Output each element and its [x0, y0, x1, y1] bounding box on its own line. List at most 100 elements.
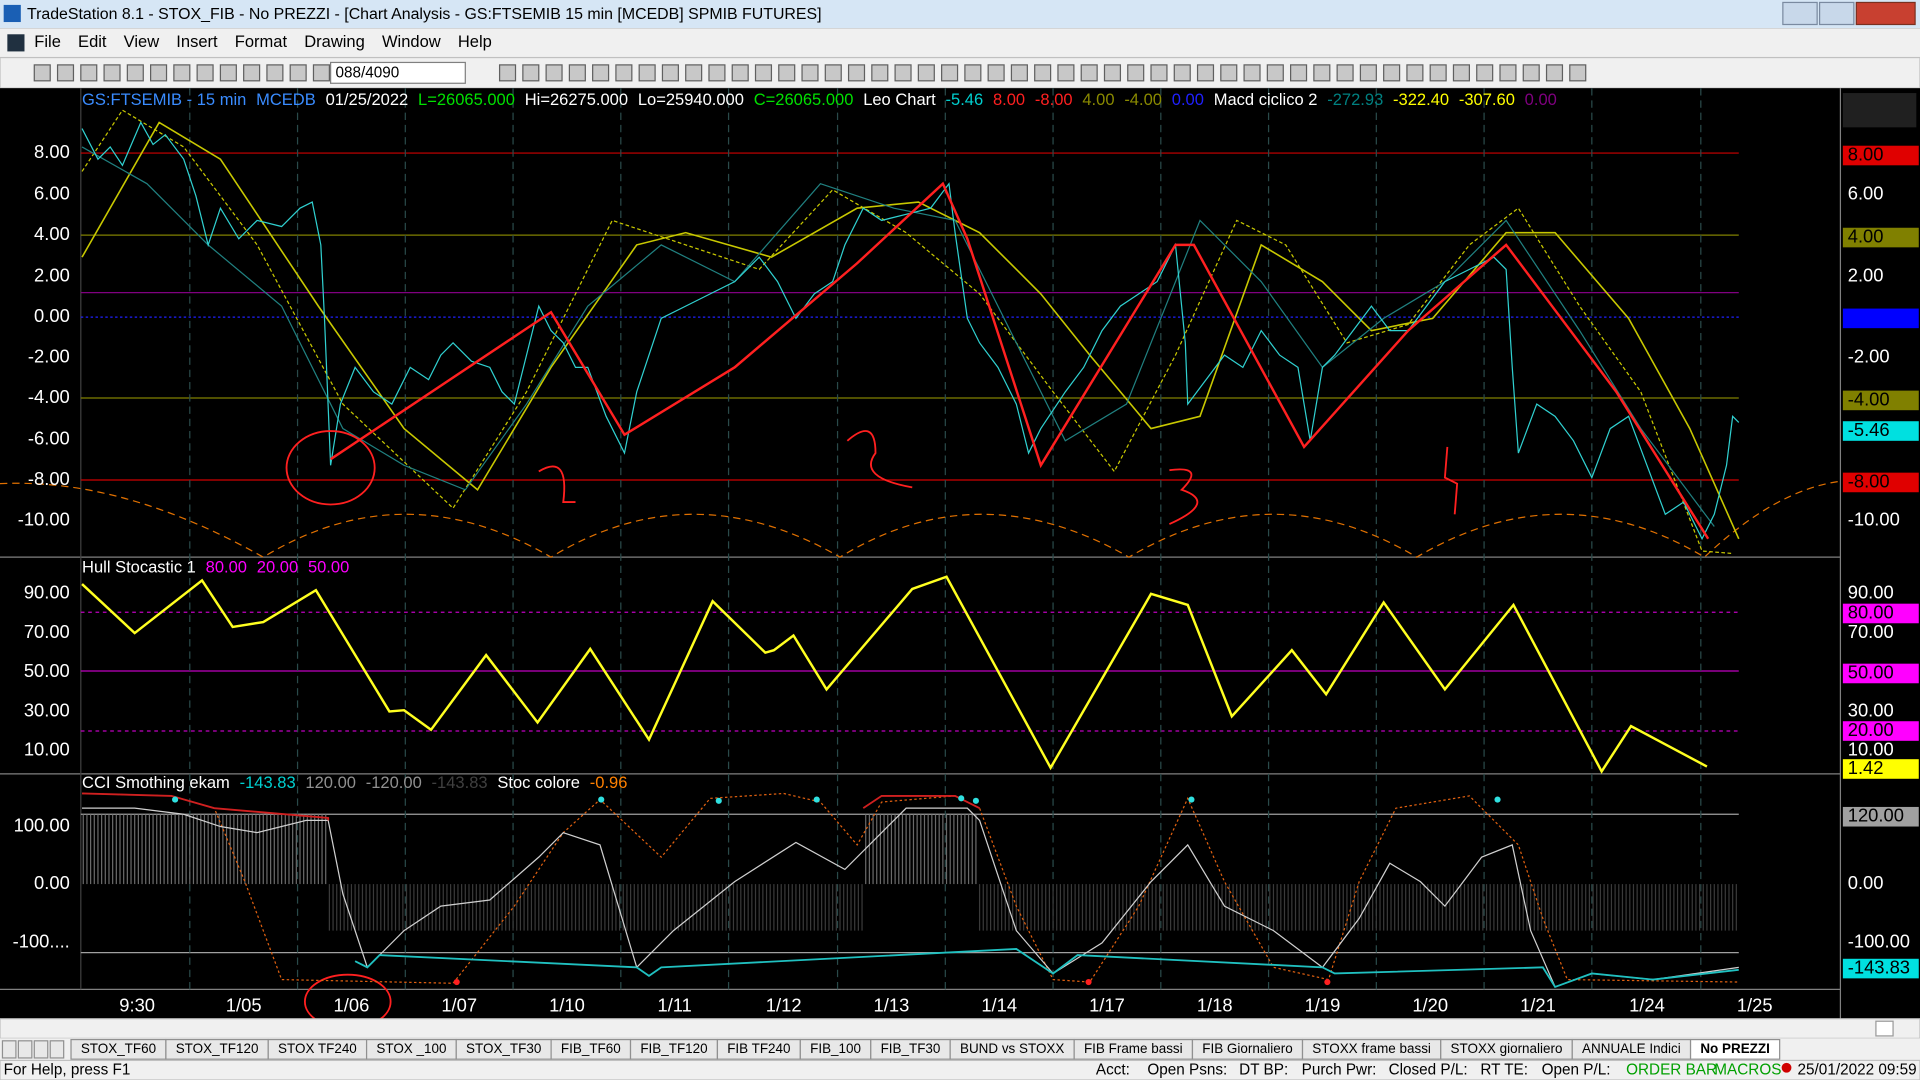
tool-icon[interactable]	[1313, 64, 1331, 82]
tool-icon[interactable]	[801, 64, 819, 82]
maximize-button[interactable]	[1818, 1, 1855, 26]
tool-icon[interactable]	[545, 64, 563, 82]
tool-icon[interactable]	[33, 64, 51, 82]
tool-icon[interactable]	[754, 64, 773, 82]
sheet-tab-label[interactable]: FIB_100	[810, 1041, 861, 1056]
sheet-tab-label[interactable]: FIB Giornaliero	[1202, 1041, 1292, 1056]
tool-icon[interactable]	[917, 64, 935, 82]
tab-nav-button[interactable]	[1, 1040, 17, 1059]
tool-icon[interactable]	[243, 64, 261, 82]
tool-icon[interactable]	[1057, 64, 1075, 82]
menu-item[interactable]: File	[34, 32, 61, 51]
scroll-thumb[interactable]	[1875, 1020, 1894, 1037]
tool-icon[interactable]	[219, 64, 237, 82]
sheet-tab-label[interactable]: STOX _100	[376, 1041, 446, 1056]
tab-nav-button[interactable]	[49, 1040, 65, 1059]
tool-icon[interactable]	[1103, 64, 1122, 82]
tool-icon[interactable]	[1173, 64, 1191, 82]
tool-icon[interactable]	[56, 64, 75, 82]
menu-item[interactable]: Help	[458, 32, 492, 51]
sheet-tab-label[interactable]: STOXX giornaliero	[1451, 1041, 1563, 1056]
tool-icon[interactable]	[824, 64, 842, 82]
tool-icon[interactable]	[173, 64, 191, 82]
sheet-tab[interactable]	[1689, 1038, 1781, 1060]
sheet-tab-label[interactable]: FIB_TF120	[640, 1041, 707, 1056]
tool-icon[interactable]	[1522, 64, 1540, 82]
tool-icon[interactable]	[196, 64, 214, 82]
tool-icon[interactable]	[1476, 64, 1494, 82]
menu-item[interactable]: Edit	[78, 32, 107, 51]
menu-item[interactable]: Drawing	[304, 32, 365, 51]
sheet-tab-label[interactable]: STOX TF240	[278, 1041, 357, 1056]
tool-icon[interactable]	[964, 64, 982, 82]
tool-icon[interactable]	[568, 64, 586, 82]
tab-nav-button[interactable]	[33, 1040, 49, 1059]
tool-icon[interactable]	[80, 64, 98, 82]
tool-icon[interactable]	[103, 64, 121, 82]
tool-icon[interactable]	[1569, 64, 1587, 82]
tool-icon[interactable]	[1406, 64, 1424, 82]
tool-icon[interactable]	[1034, 64, 1052, 82]
tool-icon[interactable]	[1010, 64, 1028, 82]
minimize-button[interactable]	[1782, 1, 1818, 26]
tool-icon[interactable]	[498, 64, 517, 82]
tool-icon[interactable]	[941, 64, 959, 82]
right-axis-label: -4.00	[1848, 388, 1890, 409]
tool-icon[interactable]	[894, 64, 912, 82]
tool-icon[interactable]	[1545, 64, 1564, 82]
bar-count-combo[interactable]	[330, 61, 466, 84]
sheet-tab-label[interactable]: FIB TF240	[727, 1041, 790, 1056]
sheet-tab-label[interactable]: STOX_TF60	[81, 1041, 156, 1056]
tool-icon[interactable]	[312, 64, 330, 82]
tool-icon[interactable]	[1127, 64, 1145, 82]
tool-icon[interactable]	[1452, 64, 1471, 82]
tool-icon[interactable]	[731, 64, 749, 82]
sheet-tab-label[interactable]: FIB_TF30	[881, 1041, 941, 1056]
tool-icon[interactable]	[1243, 64, 1261, 82]
tool-icon[interactable]	[1359, 64, 1377, 82]
tool-icon[interactable]	[615, 64, 633, 82]
sheet-tab-label[interactable]: FIB_TF60	[561, 1041, 621, 1056]
tool-icon[interactable]	[592, 64, 610, 82]
tool-icon[interactable]	[778, 64, 796, 82]
sheet-tab-label[interactable]: No PREZZI	[1700, 1041, 1770, 1056]
tool-icon[interactable]	[685, 64, 703, 82]
tool-icon[interactable]	[638, 64, 656, 82]
horizontal-scrollbar[interactable]	[0, 1018, 1920, 1039]
status-field: Open Psns:	[1147, 1061, 1227, 1078]
sheet-tab-label[interactable]: STOX_TF30	[466, 1041, 541, 1056]
sheet-tab-label[interactable]: STOXX frame bassi	[1312, 1041, 1431, 1056]
menu-item[interactable]: View	[124, 32, 160, 51]
tool-icon[interactable]	[266, 64, 284, 82]
tool-icon[interactable]	[987, 64, 1005, 82]
tool-icon[interactable]	[847, 64, 866, 82]
tab-nav-button[interactable]	[17, 1040, 33, 1059]
order-bar[interactable]: ORDER BAR	[1626, 1061, 1717, 1078]
tool-icon[interactable]	[1150, 64, 1168, 82]
sheet-tab-label[interactable]: FIB Frame bassi	[1084, 1041, 1183, 1056]
tool-icon[interactable]	[1336, 64, 1354, 82]
tool-icon[interactable]	[1080, 64, 1098, 82]
sheet-tab-label[interactable]: ANNUALE Indici	[1582, 1041, 1681, 1056]
menu-item[interactable]: Format	[235, 32, 288, 51]
tool-icon[interactable]	[661, 64, 679, 82]
tool-icon[interactable]	[708, 64, 726, 82]
tool-icon[interactable]	[1266, 64, 1284, 82]
macros[interactable]: MACROS	[1714, 1061, 1781, 1078]
menu-item[interactable]: Insert	[176, 32, 218, 51]
tool-icon[interactable]	[1290, 64, 1308, 82]
tool-icon[interactable]	[1429, 64, 1447, 82]
tool-icon[interactable]	[1383, 64, 1401, 82]
sheet-tab-label[interactable]: STOX_TF120	[176, 1041, 259, 1056]
close-button[interactable]	[1855, 1, 1916, 26]
tool-icon[interactable]	[522, 64, 540, 82]
tool-icon[interactable]	[126, 64, 144, 82]
tool-icon[interactable]	[871, 64, 889, 82]
tool-icon[interactable]	[1499, 64, 1517, 82]
tool-icon[interactable]	[1196, 64, 1215, 82]
tool-icon[interactable]	[289, 64, 307, 82]
menu-item[interactable]: Window	[382, 32, 441, 51]
tool-icon[interactable]	[1220, 64, 1238, 82]
tool-icon[interactable]	[150, 64, 168, 82]
sheet-tab-label[interactable]: BUND vs STOXX	[960, 1041, 1064, 1056]
